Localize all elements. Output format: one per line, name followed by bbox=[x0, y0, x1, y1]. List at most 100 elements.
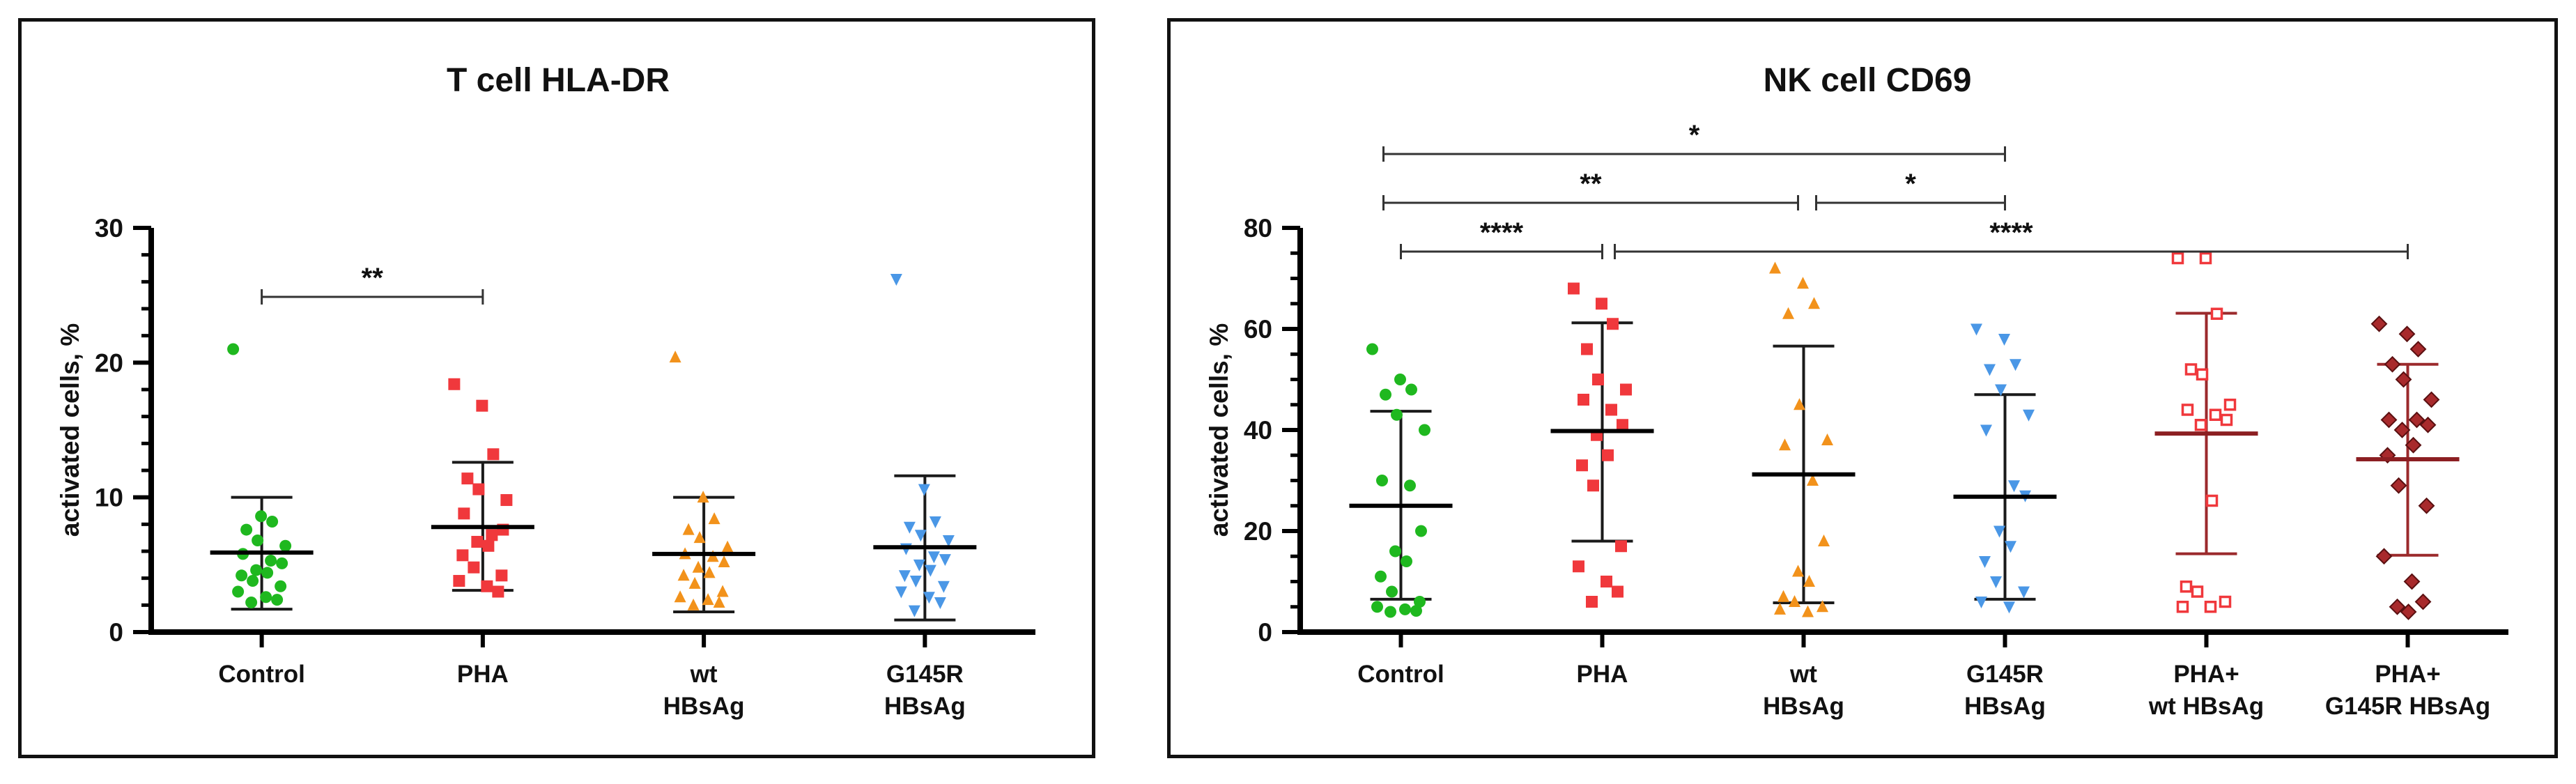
data-point-pha-wt-hbsag bbox=[2226, 400, 2235, 410]
data-point-pha bbox=[1586, 596, 1598, 608]
data-point-control bbox=[250, 564, 262, 576]
significance-label: * bbox=[1689, 120, 1700, 151]
category-label-pha: PHA bbox=[457, 661, 509, 688]
data-point-wt-hbsag bbox=[693, 561, 704, 573]
data-point-pha-wt-hbsag bbox=[2211, 410, 2221, 420]
data-point-control bbox=[1405, 384, 1417, 396]
y-tick-label: 40 bbox=[1244, 416, 1272, 445]
data-point-control bbox=[1394, 374, 1406, 385]
data-point-control bbox=[1386, 586, 1398, 598]
data-point-pha bbox=[492, 586, 504, 598]
data-point-pha-wt-hbsag bbox=[2178, 602, 2188, 612]
data-point-control bbox=[240, 524, 252, 536]
data-point-control bbox=[236, 569, 247, 581]
data-point-pha-wt-hbsag bbox=[2206, 602, 2216, 612]
data-point-control bbox=[1371, 601, 1383, 613]
data-point-wt-hbsag bbox=[718, 555, 730, 567]
data-point-pha bbox=[471, 536, 483, 548]
data-point-pha bbox=[1615, 540, 1627, 552]
category-label-control: Control bbox=[1357, 661, 1444, 688]
y-tick-label: 0 bbox=[109, 618, 123, 647]
data-point-pha-wt-hbsag bbox=[2182, 582, 2191, 592]
category-label-control: Control bbox=[218, 661, 304, 688]
data-point-wt-hbsag bbox=[1774, 603, 1786, 615]
data-point-g145r-hbsag bbox=[904, 522, 916, 534]
data-point-pha bbox=[1596, 298, 1607, 309]
data-point-wt-hbsag bbox=[1769, 262, 1781, 274]
significance-label: **** bbox=[1480, 217, 1524, 248]
data-point-g145r-hbsag bbox=[928, 551, 940, 563]
data-point-pha bbox=[482, 540, 494, 552]
data-point-control bbox=[1399, 604, 1411, 615]
data-point-pha bbox=[1607, 318, 1619, 330]
category-label-pha-g145r-hbsag: PHA+ bbox=[2375, 661, 2440, 688]
significance-label: * bbox=[1905, 169, 1916, 199]
y-tick-label: 30 bbox=[95, 214, 123, 243]
data-point-wt-hbsag bbox=[1818, 535, 1830, 546]
category-label-wt-hbsag: wt bbox=[690, 661, 718, 688]
y-axis-label: activated cells, % bbox=[1205, 323, 1233, 537]
data-point-g145r-hbsag bbox=[939, 554, 951, 566]
data-point-control bbox=[1410, 605, 1422, 617]
data-point-pha-g145r-hbsag bbox=[2372, 316, 2386, 331]
data-point-pha-wt-hbsag bbox=[2212, 309, 2222, 318]
data-point-g145r-hbsag bbox=[2003, 601, 2015, 613]
data-point-pha bbox=[500, 494, 512, 506]
data-point-pha-wt-hbsag bbox=[2183, 405, 2193, 415]
data-point-pha-wt-hbsag bbox=[2193, 587, 2203, 597]
data-point-g145r-hbsag bbox=[1998, 334, 2010, 346]
data-point-g145r-hbsag bbox=[2023, 410, 2035, 422]
data-point-wt-hbsag bbox=[1789, 595, 1800, 607]
category-label-wt-hbsag: wt bbox=[1789, 661, 1817, 688]
data-point-pha bbox=[495, 569, 507, 581]
data-point-pha bbox=[1587, 479, 1599, 491]
data-point-wt-hbsag bbox=[714, 596, 725, 608]
data-point-pha bbox=[1612, 586, 1624, 598]
data-point-wt-hbsag bbox=[674, 590, 686, 602]
category-label-g145r-hbsag: G145R bbox=[886, 661, 964, 688]
chart-t-cell-hla-dr: T cell HLA-DR activated cells, % 0 10 20 30 Co… bbox=[22, 22, 1092, 755]
data-point-control bbox=[279, 540, 291, 552]
data-point-pha bbox=[486, 529, 498, 541]
data-point-control bbox=[266, 516, 278, 528]
data-point-g145r-hbsag bbox=[934, 597, 946, 609]
data-point-g145r-hbsag bbox=[899, 570, 911, 582]
significance-label: ** bbox=[362, 263, 384, 293]
chart-panel-t-cell: T cell HLA-DR activated cells, % 0 10 20 30 Co… bbox=[18, 18, 1095, 758]
data-point-pha bbox=[1605, 404, 1617, 416]
y-axis-label: activated cells, % bbox=[56, 323, 84, 537]
data-point-control bbox=[271, 594, 283, 606]
data-point-pha bbox=[476, 400, 488, 412]
data-point-control bbox=[261, 567, 273, 578]
data-point-pha-g145r-hbsag bbox=[2391, 478, 2406, 493]
data-point-pha bbox=[1576, 459, 1588, 471]
data-point-wt-hbsag bbox=[683, 523, 695, 535]
data-point-pha bbox=[448, 378, 460, 390]
data-point-control bbox=[1404, 479, 1416, 491]
data-point-wt-hbsag bbox=[1777, 590, 1789, 602]
data-point-pha bbox=[456, 549, 468, 561]
data-point-wt-hbsag bbox=[1821, 433, 1833, 445]
data-point-g145r-hbsag bbox=[2018, 587, 2030, 599]
data-point-control bbox=[245, 597, 257, 608]
data-point-pha bbox=[1601, 576, 1612, 587]
data-point-control bbox=[1415, 525, 1427, 537]
data-point-pha-g145r-hbsag bbox=[2400, 327, 2414, 341]
data-point-control bbox=[247, 575, 259, 587]
data-point-g145r-hbsag bbox=[909, 606, 920, 617]
data-point-control bbox=[1389, 546, 1401, 558]
data-point-control bbox=[1375, 571, 1387, 583]
data-point-pha-wt-hbsag bbox=[2222, 415, 2232, 425]
category-label-wt-hbsag: HBsAg bbox=[663, 693, 745, 720]
data-point-pha-wt-hbsag bbox=[2201, 254, 2211, 263]
data-point-g145r-hbsag bbox=[2010, 359, 2021, 371]
data-point-wt-hbsag bbox=[1808, 297, 1820, 309]
data-point-pha-g145r-hbsag bbox=[2419, 498, 2434, 513]
data-point-g145r-hbsag bbox=[1970, 324, 1982, 336]
data-point-wt-hbsag bbox=[1803, 575, 1815, 587]
data-point-pha-g145r-hbsag bbox=[2385, 357, 2400, 371]
data-point-g145r-hbsag bbox=[890, 274, 902, 286]
data-point-pha-wt-hbsag bbox=[2198, 369, 2207, 379]
data-point-control bbox=[275, 581, 286, 592]
data-point-pha bbox=[1573, 560, 1584, 572]
